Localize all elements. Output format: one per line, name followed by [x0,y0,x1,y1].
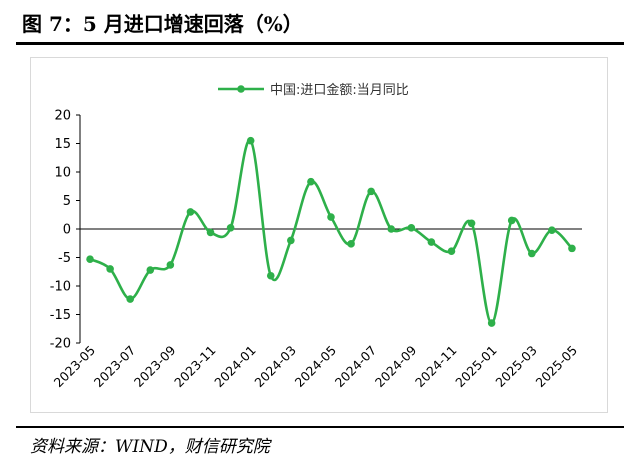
x-tick-label: 2024-01 [211,343,259,391]
legend-marker [237,85,245,93]
x-tick-label: 2025-03 [492,343,540,391]
y-tick-label: 10 [54,166,71,181]
data-point [307,177,315,186]
data-point [447,247,456,256]
chart-frame [30,57,608,413]
legend-label: 中国:进口金额:当月同比 [270,82,409,98]
series-line [89,139,573,325]
data-point [287,236,295,245]
x-tick-label: 2023-11 [171,343,219,391]
y-tick-label: -5 [58,251,71,266]
title-divider [16,42,624,45]
y-tick-label: 5 [63,194,71,209]
data-point [327,213,335,221]
data-point [427,238,436,246]
x-tick-label: 2024-09 [372,342,420,390]
data-point [548,226,556,234]
x-tick-label: 2023-07 [91,343,139,391]
y-tick-label: -10 [50,280,71,295]
data-point [367,187,375,196]
data-point [467,219,476,228]
x-tick-label: 2024-03 [251,343,299,391]
data-point [146,266,155,274]
data-point [568,244,576,253]
data-point [246,136,255,145]
x-tick-label: 2024-11 [412,343,460,391]
x-tick-label: 2025-01 [452,343,500,391]
data-point [186,208,195,216]
data-point [266,271,275,280]
source-divider [16,426,624,428]
x-tick-label: 2024-07 [332,343,380,391]
data-point [126,295,134,303]
data-point [226,224,235,232]
data-point [86,255,94,264]
y-tick-label: -15 [50,308,71,323]
x-tick-label: 2024-05 [292,343,340,391]
y-tick-label: 15 [54,137,71,152]
data-point [507,216,516,225]
figure-title: 图 7：5 月进口增速回落（%） [22,12,303,36]
x-tick-label: 2025-05 [533,343,581,391]
data-point [487,319,496,327]
data-point [106,265,114,273]
data-point [206,228,215,237]
y-tick-label: 20 [54,109,71,124]
source-note: 资料来源：WIND，财信研究院 [30,437,270,457]
x-tick-label: 2023-09 [131,342,179,390]
data-point [528,249,536,258]
data-point [166,261,175,269]
data-point [387,225,396,233]
y-tick-label: -20 [50,337,71,352]
y-tick-label: 0 [63,223,71,238]
data-point [347,240,355,248]
data-point [407,224,416,232]
